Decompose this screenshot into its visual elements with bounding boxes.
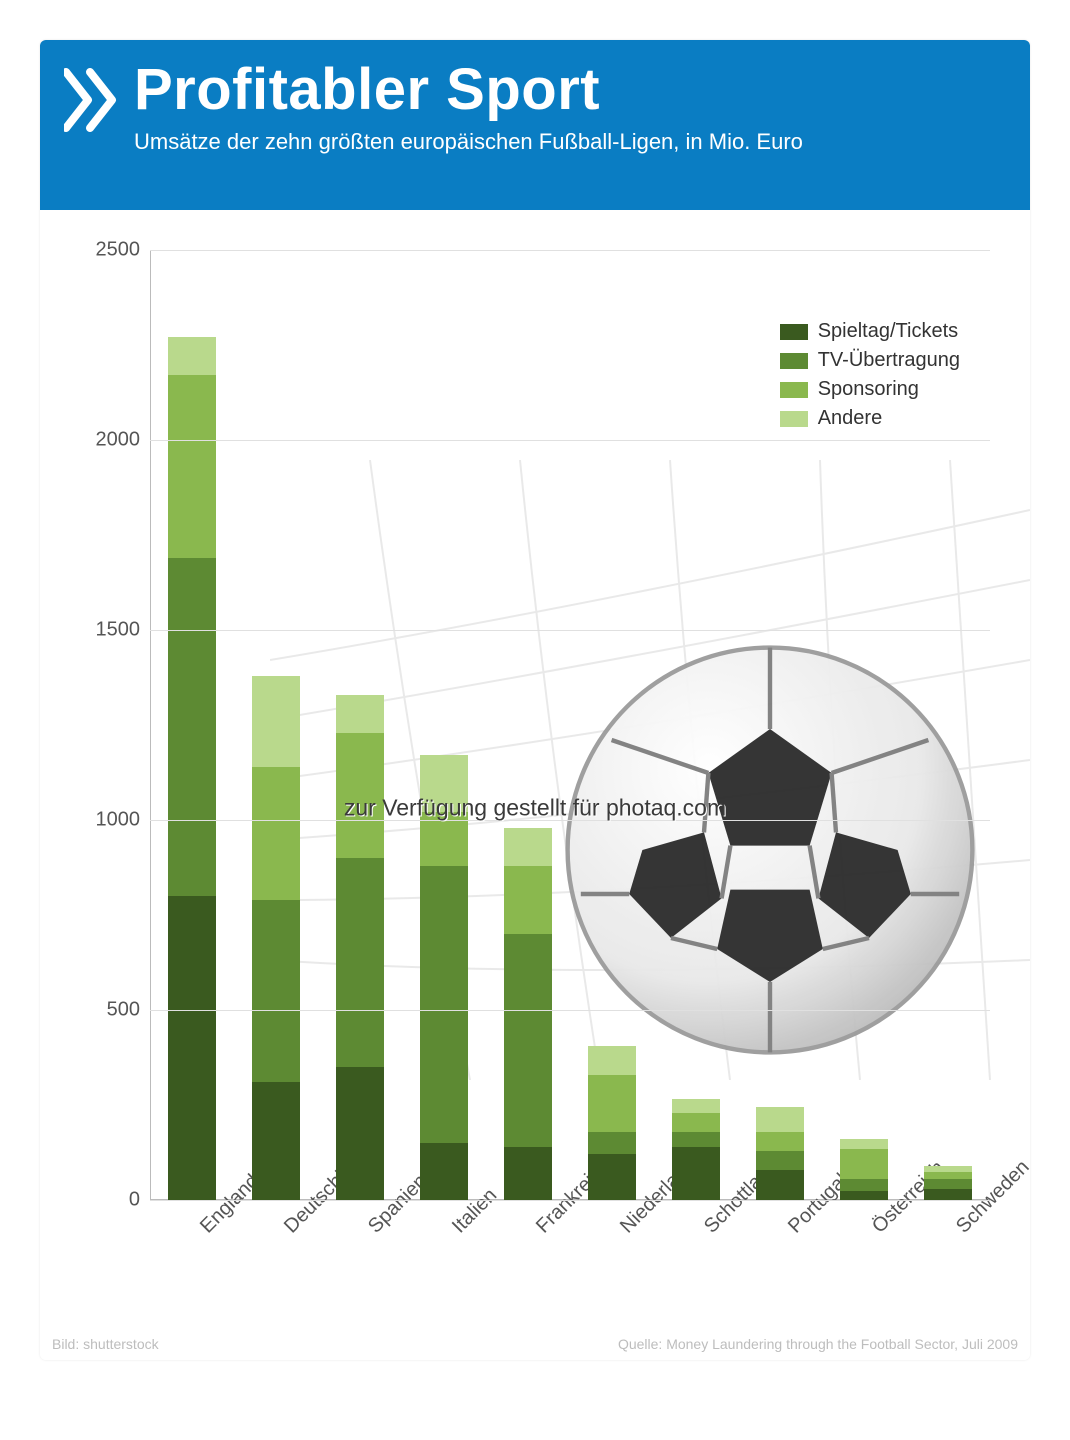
grid-line	[150, 440, 990, 441]
bar	[840, 1139, 887, 1200]
chart-subtitle: Umsätze der zehn größten europäischen Fu…	[134, 129, 1006, 155]
bar-segment-sponsor	[672, 1113, 719, 1132]
chart-panel: EnglandDeutschlandSpanienItalienFrankrei…	[40, 210, 1030, 1360]
legend-label: Spieltag/Tickets	[818, 320, 958, 343]
bar-segment-sponsor	[840, 1149, 887, 1179]
bar-segment-andere	[420, 755, 467, 812]
bar-segment-spieltag	[168, 896, 215, 1200]
legend-swatch	[780, 382, 808, 398]
bar-segment-tv	[336, 858, 383, 1067]
bar	[756, 1107, 803, 1200]
bar	[504, 828, 551, 1200]
bar-segment-andere	[168, 337, 215, 375]
bar-segment-tv	[840, 1179, 887, 1190]
figure-container: Profitabler Sport Umsätze der zehn größt…	[0, 0, 1070, 1440]
bar-segment-andere	[336, 695, 383, 733]
bar-segment-spieltag	[672, 1147, 719, 1200]
legend-swatch	[780, 324, 808, 340]
bar-segment-andere	[252, 676, 299, 767]
oecd-chevrons-icon	[64, 68, 118, 132]
header: Profitabler Sport Umsätze der zehn größt…	[40, 40, 1030, 210]
bar	[420, 755, 467, 1200]
bar-segment-sponsor	[336, 733, 383, 858]
bar	[252, 676, 299, 1200]
bar-segment-spieltag	[504, 1147, 551, 1200]
bar-slot: England	[150, 250, 234, 1200]
grid-line	[150, 250, 990, 251]
card: Profitabler Sport Umsätze der zehn größt…	[40, 40, 1030, 1360]
legend-item: Andere	[780, 407, 960, 430]
bar-segment-spieltag	[252, 1082, 299, 1200]
bar-slot: Spanien	[318, 250, 402, 1200]
legend-label: Sponsoring	[818, 378, 919, 401]
bar	[336, 695, 383, 1200]
bar-segment-tv	[168, 558, 215, 896]
bar-segment-tv	[420, 866, 467, 1143]
bar-segment-spieltag	[924, 1189, 971, 1200]
bar-segment-spieltag	[588, 1154, 635, 1200]
legend-item: Spieltag/Tickets	[780, 320, 960, 343]
bar-segment-sponsor	[588, 1075, 635, 1132]
y-tick-label: 1500	[96, 619, 141, 642]
bar-segment-sponsor	[924, 1172, 971, 1180]
bar-segment-andere	[672, 1099, 719, 1112]
legend-item: TV-Übertragung	[780, 349, 960, 372]
bar-slot: Schottland	[654, 250, 738, 1200]
y-tick-label: 2000	[96, 429, 141, 452]
legend-swatch	[780, 411, 808, 427]
chart-title: Profitabler Sport	[134, 60, 1006, 121]
bar-segment-sponsor	[168, 375, 215, 557]
bar-segment-tv	[924, 1179, 971, 1188]
bar-segment-spieltag	[336, 1067, 383, 1200]
legend-label: Andere	[818, 407, 883, 430]
image-credit: Bild: shutterstock	[52, 1336, 159, 1352]
bar-segment-tv	[252, 900, 299, 1082]
bar	[924, 1166, 971, 1200]
y-tick-label: 1000	[96, 809, 141, 832]
bar-segment-andere	[504, 828, 551, 866]
bar-segment-andere	[756, 1107, 803, 1132]
bar	[168, 337, 215, 1200]
bar	[672, 1099, 719, 1200]
legend-swatch	[780, 353, 808, 369]
y-tick-label: 500	[107, 999, 140, 1022]
bar-segment-tv	[756, 1151, 803, 1170]
grid-line	[150, 1010, 990, 1011]
grid-line	[150, 630, 990, 631]
legend: Spieltag/Tickets TV-Übertragung Sponsoring…	[780, 320, 960, 436]
title-block: Profitabler Sport Umsätze der zehn größt…	[134, 60, 1006, 155]
data-source: Quelle: Money Laundering through the Foo…	[618, 1336, 1018, 1352]
bar-segment-tv	[588, 1132, 635, 1155]
grid-line	[150, 820, 990, 821]
legend-item: Sponsoring	[780, 378, 960, 401]
bar-segment-tv	[504, 934, 551, 1147]
bar-segment-sponsor	[252, 767, 299, 900]
bar-segment-andere	[840, 1139, 887, 1148]
bar-segment-tv	[672, 1132, 719, 1147]
bar-slot: Frankreich	[486, 250, 570, 1200]
bar-slot: Italien	[402, 250, 486, 1200]
bar-segment-sponsor	[504, 866, 551, 934]
bar	[588, 1046, 635, 1200]
bar-segment-spieltag	[840, 1191, 887, 1200]
bar-segment-andere	[588, 1046, 635, 1074]
bar-slot: Niederlande	[570, 250, 654, 1200]
y-tick-label: 0	[129, 1189, 140, 1212]
bar-segment-spieltag	[420, 1143, 467, 1200]
legend-label: TV-Übertragung	[818, 349, 960, 372]
bar-segment-spieltag	[756, 1170, 803, 1200]
grid-line	[150, 1200, 990, 1201]
bar-slot: Deutschland	[234, 250, 318, 1200]
y-tick-label: 2500	[96, 239, 141, 262]
bar-segment-sponsor	[756, 1132, 803, 1151]
